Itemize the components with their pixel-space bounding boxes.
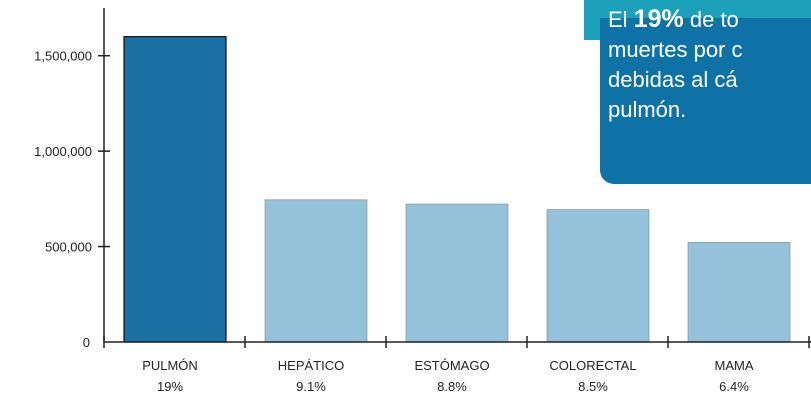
category-percent-label: 19% [157, 379, 183, 394]
category-label: ESTÓMAGO [414, 358, 489, 373]
callout-line1-rest: de to [689, 7, 739, 32]
bar-colorectal [546, 209, 650, 343]
category-label: HEPÁTICO [278, 358, 344, 373]
y-axis-ticks: 0 500,000 1,000,000 1,500,000 [34, 49, 110, 350]
y-tick-label: 0 [83, 335, 90, 350]
category-label: MAMA [715, 358, 754, 373]
bar-estómago [405, 203, 509, 343]
category-label: PULMÓN [142, 358, 198, 373]
category-percent-label: 8.8% [437, 379, 467, 394]
callout-percent: 19% [633, 5, 684, 33]
callout-line3: debidas al cá [608, 67, 738, 92]
axes [103, 8, 811, 348]
category-percent-label: 6.4% [719, 379, 749, 394]
bar-pulmón [123, 36, 227, 343]
callout-text: El 19% de to muertes por c debidas al cá… [608, 4, 811, 125]
y-tick-label: 1,000,000 [34, 144, 92, 159]
bar-mama [687, 242, 791, 343]
callout-prefix: El [608, 7, 628, 32]
callout-box [600, 18, 811, 184]
bar-hepático [264, 199, 368, 343]
category-percent-label: 9.1% [296, 379, 326, 394]
y-tick-label: 500,000 [45, 240, 92, 255]
callout-line2: muertes por c [608, 37, 743, 62]
callout-line4: pulmón. [608, 97, 687, 122]
category-label: COLORECTAL [549, 358, 636, 373]
y-tick-label: 1,500,000 [34, 49, 92, 64]
category-percent-label: 8.5% [578, 379, 608, 394]
x-axis-labels: PULMÓN 19% HEPÁTICO 9.1% ESTÓMAGO 8.8% COLOREC… [142, 358, 754, 394]
